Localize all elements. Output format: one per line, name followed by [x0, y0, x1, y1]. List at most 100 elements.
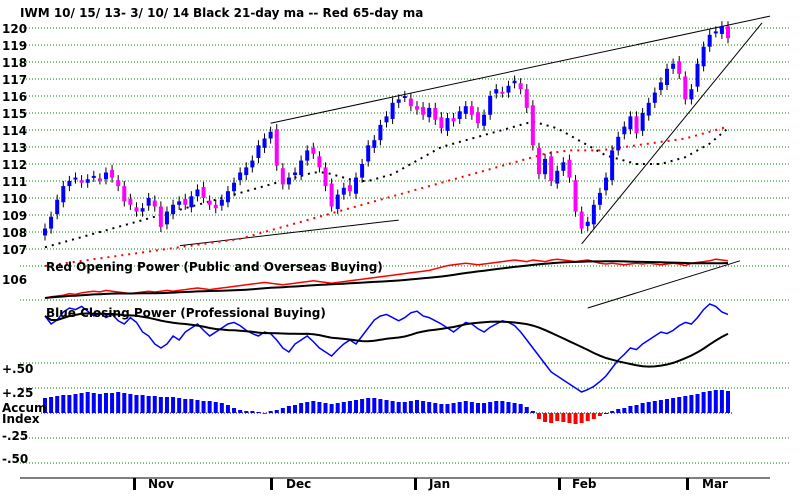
accum-bar — [726, 391, 730, 413]
accum-bar — [140, 395, 145, 413]
price-candle — [463, 106, 468, 114]
accum-bar — [250, 411, 255, 413]
price-candle — [152, 200, 157, 207]
price-candle — [677, 61, 682, 74]
price-candle — [225, 191, 230, 203]
accum-bar — [555, 413, 560, 421]
accum-bar — [457, 402, 462, 413]
accum-bar — [646, 402, 651, 413]
accum-tick-label: +.50 — [2, 362, 33, 376]
y-tick-label: 108 — [2, 226, 27, 240]
accum-bar — [463, 401, 468, 413]
price-candle — [91, 175, 96, 178]
accum-bar — [341, 402, 346, 413]
accum-bar — [43, 398, 47, 413]
accum-bar — [189, 399, 194, 413]
accum-bar — [518, 404, 523, 413]
price-candle — [494, 89, 499, 94]
accum-bar — [280, 408, 285, 413]
ma65-line — [44, 125, 729, 267]
accum-bar — [79, 393, 84, 413]
price-candle — [146, 198, 151, 206]
accum-label: Accum — [2, 401, 47, 415]
price-candle — [652, 92, 657, 103]
price-candle — [695, 63, 700, 87]
price-candle — [683, 76, 688, 100]
price-candle — [555, 170, 560, 184]
price-candle — [201, 186, 206, 198]
power-lines — [44, 258, 729, 393]
accum-bar — [171, 397, 176, 413]
accum-bar — [536, 413, 541, 419]
price-candle — [573, 180, 578, 212]
accum-bar — [201, 401, 206, 413]
price-candle — [177, 201, 182, 205]
price-candle — [579, 211, 584, 229]
accum-bar — [207, 401, 212, 413]
price-candle — [591, 204, 596, 225]
accum-bar — [225, 405, 230, 413]
accum-bar — [567, 413, 572, 423]
price-candle — [427, 107, 432, 118]
price-candle — [219, 199, 224, 206]
price-candle — [49, 216, 54, 229]
y-tick-label: 113 — [2, 141, 27, 155]
accum-tick-label: -.50 — [2, 452, 28, 466]
y-tick-label: 111 — [2, 175, 27, 189]
price-candle — [140, 208, 145, 212]
price-candle — [213, 204, 218, 209]
price-candle — [713, 31, 718, 34]
price-candle — [518, 83, 523, 90]
accum-bar — [146, 396, 151, 413]
accum-bar — [634, 405, 639, 413]
price-candle — [585, 221, 590, 227]
accum-bar — [116, 392, 121, 413]
price-candle — [232, 182, 237, 192]
accum-bar — [183, 399, 188, 413]
price-candle — [701, 46, 706, 67]
accum-bar — [305, 402, 310, 413]
price-candle — [103, 172, 108, 180]
accum-bar — [500, 401, 505, 413]
accum-bar — [689, 395, 694, 413]
price-candle — [366, 145, 371, 162]
accum-bar — [232, 408, 237, 413]
price-candle — [536, 147, 541, 175]
accum-bar — [402, 402, 407, 413]
month-tick — [558, 478, 561, 490]
price-candle — [658, 82, 663, 91]
accum-bar — [658, 400, 663, 413]
accum-bar — [360, 399, 365, 413]
y-tick-label: 120 — [2, 22, 27, 36]
accum-bar — [494, 401, 499, 413]
accum-bar — [299, 403, 304, 413]
x-tick-label: Nov — [148, 477, 174, 491]
price-candle — [445, 118, 450, 131]
y-tick-label: 118 — [2, 56, 27, 70]
accum-bar — [439, 404, 444, 413]
accum-bar — [347, 401, 352, 413]
price-candle — [482, 114, 487, 126]
accum-bar — [524, 407, 529, 413]
price-candle — [299, 160, 304, 176]
price-candle — [329, 183, 334, 207]
ma21-line — [44, 120, 729, 249]
price-candle — [512, 80, 517, 84]
price-candle — [610, 150, 615, 181]
price-candle — [164, 211, 169, 225]
accum-bar — [366, 398, 371, 413]
price-candle — [189, 196, 194, 208]
accum-bar — [610, 411, 615, 413]
price-candle — [671, 63, 676, 69]
accum-bar — [427, 402, 432, 413]
price-candle — [719, 26, 724, 34]
price-candle — [97, 178, 102, 181]
price-candle — [567, 159, 572, 178]
opening-power-label: Red Opening Power (Public and Overseas B… — [46, 260, 383, 274]
month-tick — [414, 478, 417, 490]
price-candle — [354, 177, 359, 194]
accum-bar — [97, 394, 102, 413]
trendlines — [179, 15, 771, 309]
